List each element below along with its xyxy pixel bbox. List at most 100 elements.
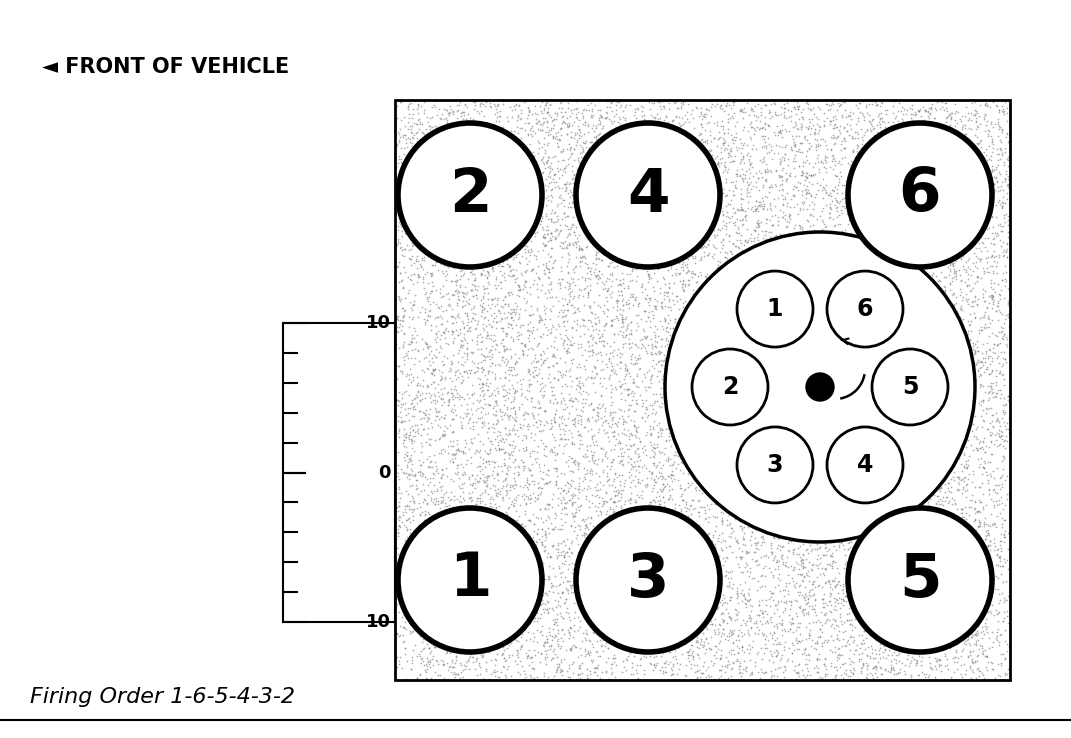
Point: [569, 668, 586, 680]
Point: [824, 634, 841, 646]
Point: [528, 267, 545, 279]
Point: [628, 253, 645, 265]
Point: [916, 487, 933, 499]
Point: [733, 630, 750, 642]
Point: [524, 161, 541, 173]
Point: [878, 150, 895, 162]
Point: [583, 199, 600, 211]
Point: [543, 652, 560, 663]
Point: [897, 400, 915, 412]
Point: [990, 165, 1007, 177]
Point: [890, 480, 907, 492]
Point: [885, 100, 902, 112]
Point: [833, 357, 850, 369]
Point: [573, 186, 590, 198]
Point: [657, 206, 674, 218]
Point: [947, 450, 964, 462]
Point: [991, 587, 1008, 599]
Point: [537, 636, 554, 648]
Point: [804, 259, 821, 271]
Point: [966, 545, 983, 557]
Point: [708, 426, 725, 438]
Point: [798, 94, 815, 106]
Point: [706, 390, 723, 401]
Point: [501, 265, 518, 277]
Point: [528, 226, 545, 238]
Point: [647, 496, 664, 508]
Point: [603, 173, 620, 185]
Point: [670, 407, 688, 419]
Point: [537, 544, 554, 556]
Point: [971, 253, 989, 265]
Point: [604, 148, 621, 159]
Point: [567, 507, 584, 519]
Point: [482, 511, 499, 523]
Point: [860, 571, 877, 583]
Point: [859, 553, 876, 565]
Point: [640, 114, 658, 125]
Point: [699, 582, 716, 593]
Point: [580, 142, 598, 154]
Point: [709, 158, 726, 170]
Point: [872, 344, 889, 356]
Point: [495, 523, 512, 534]
Point: [714, 489, 731, 501]
Point: [429, 227, 447, 239]
Point: [948, 373, 965, 384]
Point: [614, 154, 631, 166]
Point: [625, 419, 643, 431]
Point: [647, 636, 664, 648]
Point: [997, 245, 1014, 257]
Point: [441, 182, 458, 194]
Point: [393, 215, 410, 227]
Point: [829, 649, 846, 661]
Point: [727, 503, 744, 514]
Point: [404, 133, 421, 145]
Point: [461, 606, 478, 618]
Point: [873, 469, 890, 480]
Point: [733, 554, 750, 565]
Point: [956, 635, 974, 647]
Point: [702, 446, 719, 458]
Point: [577, 216, 594, 228]
Point: [776, 102, 794, 114]
Point: [806, 368, 824, 380]
Point: [472, 530, 489, 542]
Point: [869, 207, 886, 218]
Point: [957, 101, 975, 113]
Point: [618, 640, 635, 652]
Point: [727, 371, 744, 383]
Point: [444, 668, 462, 680]
Point: [510, 635, 527, 646]
Point: [900, 598, 917, 610]
Point: [925, 438, 942, 449]
Point: [754, 630, 771, 641]
Point: [702, 643, 719, 655]
Point: [485, 511, 502, 523]
Point: [467, 444, 484, 456]
Point: [796, 644, 813, 656]
Point: [721, 458, 738, 469]
Point: [599, 170, 616, 182]
Point: [927, 404, 945, 416]
Point: [615, 224, 632, 236]
Point: [903, 387, 920, 399]
Point: [669, 642, 687, 654]
Point: [728, 168, 745, 180]
Point: [693, 243, 710, 255]
Point: [961, 569, 978, 581]
Point: [915, 196, 932, 207]
Point: [990, 181, 1007, 193]
Point: [617, 370, 634, 382]
Point: [620, 152, 637, 164]
Point: [495, 433, 512, 445]
Point: [971, 442, 989, 454]
Point: [676, 580, 693, 592]
Point: [513, 454, 530, 466]
Point: [738, 286, 755, 298]
Point: [808, 263, 825, 275]
Point: [409, 377, 426, 389]
Point: [675, 494, 692, 506]
Point: [486, 307, 503, 319]
Point: [609, 569, 627, 581]
